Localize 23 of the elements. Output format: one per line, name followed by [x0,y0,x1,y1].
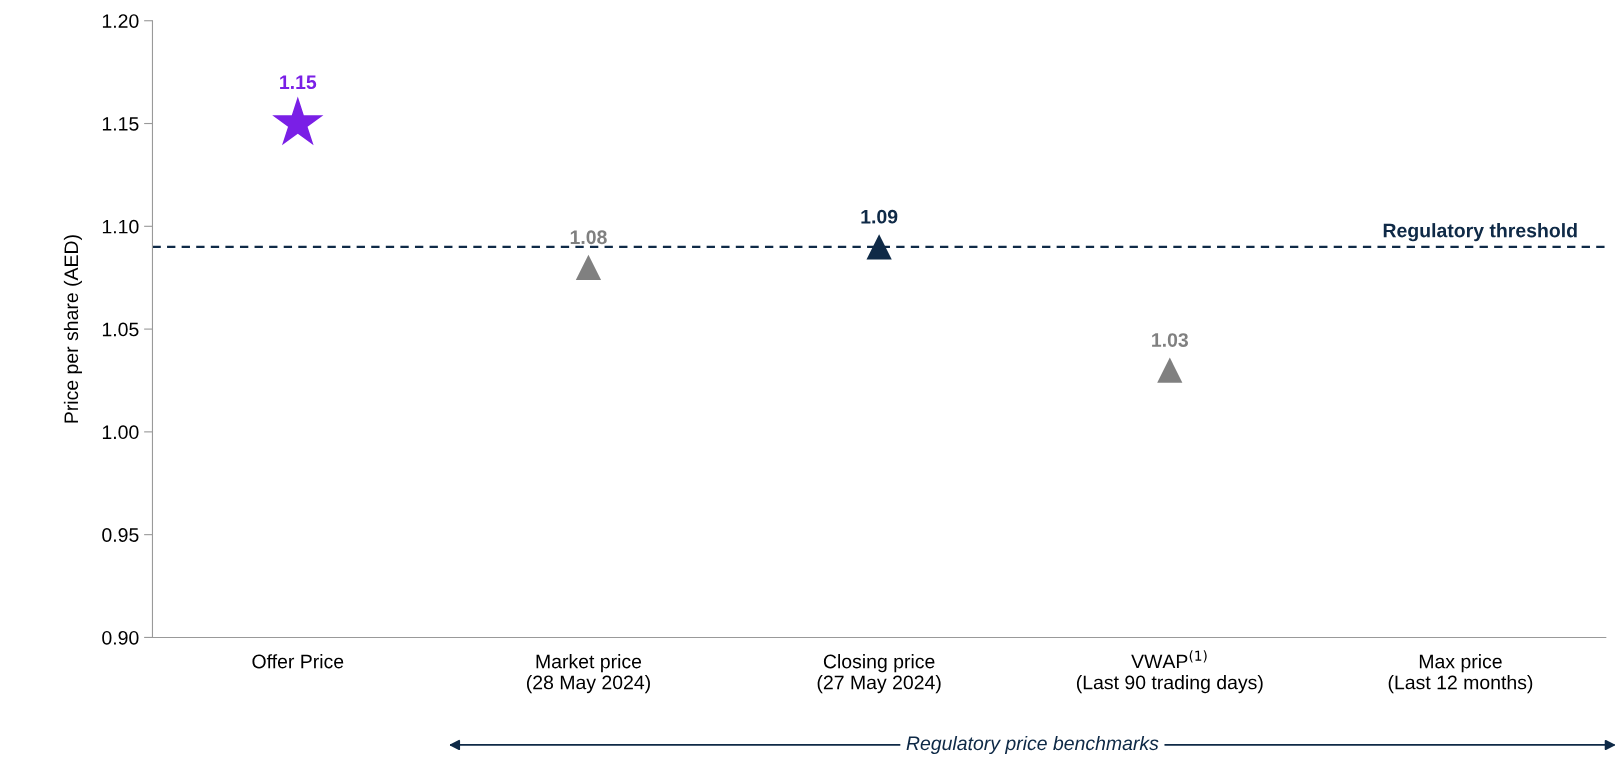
point [575,254,602,281]
text: 1.15 [102,117,139,131]
ref-line-label: Regulatory threshold [1383,223,1577,242]
text: 0.90 [102,630,139,645]
text: 0.95 [102,528,139,542]
text: Regulatory price benchmarks [906,735,1159,755]
x-tick-label: Closing price (27 May 2024) [817,654,941,694]
text: 1.20 [102,14,139,28]
data-label: 1.08 [570,230,607,245]
point [272,96,324,146]
y-axis-title: Price per share (AED) [63,235,82,423]
text: 1.05 [102,322,139,337]
x-tick-label: Offer Price [252,654,344,669]
data-label: 1.15 [280,75,317,90]
x-tick-label: Market price (28 May 2024) [526,654,650,694]
x-tick-label: VWAP$^{(1)}$ (Last 90 trading days) [1076,650,1263,694]
data-label: 1.03 [1152,333,1189,347]
text: 1.10 [102,219,139,234]
x-tick-label: Max price (Last 12 months) [1388,654,1533,694]
point [1157,357,1183,383]
text: 1.00 [102,425,139,440]
data-label: 1.09 [861,209,898,224]
point [866,234,892,260]
